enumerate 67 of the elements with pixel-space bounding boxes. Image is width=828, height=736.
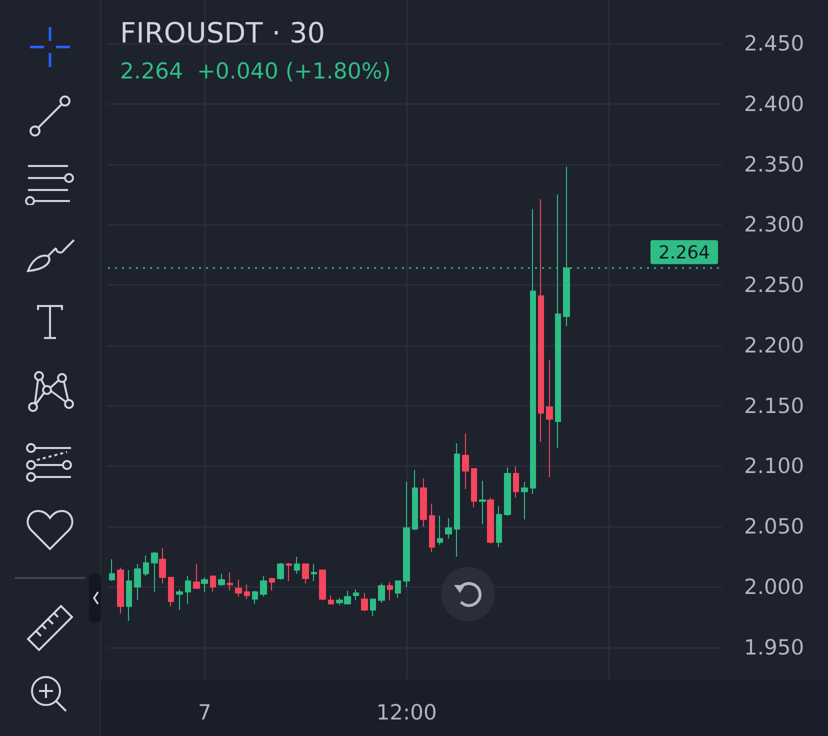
candlestick <box>538 198 544 443</box>
candlestick <box>117 567 124 614</box>
candlestick <box>235 579 242 598</box>
candlestick <box>353 588 359 601</box>
candlestick <box>530 208 536 494</box>
candlestick <box>260 576 267 598</box>
candlestick <box>504 466 511 516</box>
candlestick <box>429 503 435 552</box>
candlestick <box>252 590 258 604</box>
candlestick <box>159 548 166 584</box>
candlestick <box>227 572 233 592</box>
candlestick <box>134 564 141 601</box>
y-tick-label: 2.300 <box>744 212 804 237</box>
candlestick <box>361 592 368 612</box>
candlestick <box>201 576 208 592</box>
candlestick <box>143 555 149 577</box>
y-tick-label: 2.050 <box>744 514 804 539</box>
candlestick <box>302 564 309 584</box>
candlestick <box>395 580 401 598</box>
y-tick-label: 2.400 <box>744 92 804 116</box>
y-tick-label: 2.450 <box>744 31 804 56</box>
candlestick <box>471 468 477 508</box>
candlestick <box>109 558 115 582</box>
candlestick <box>294 556 300 574</box>
candlestick <box>370 598 376 616</box>
candlestick <box>513 466 519 498</box>
candlestick <box>378 582 385 604</box>
y-tick-label: 1.950 <box>744 635 804 660</box>
candlestick <box>151 551 158 592</box>
candlestick <box>168 576 174 607</box>
text: 2.264 +0.040 (+1.80%) <box>120 60 391 84</box>
candlestick <box>218 573 225 586</box>
candlestick <box>479 480 486 525</box>
candlestick <box>387 582 393 601</box>
candlestick <box>403 481 410 588</box>
ref-line-label: 2.264 <box>658 242 710 264</box>
candlestick <box>319 570 326 601</box>
y-tick-label: 2.100 <box>744 454 804 478</box>
candlestick <box>328 594 334 604</box>
x-tick-label: 7 <box>198 700 212 724</box>
candlestick <box>546 359 553 478</box>
candlestick <box>277 562 284 580</box>
candlestick <box>454 442 460 558</box>
candlestick <box>244 584 250 600</box>
candlestick <box>445 518 452 540</box>
y-tick-label: 2.150 <box>744 394 804 418</box>
candlestick <box>521 481 528 520</box>
candlestick <box>126 570 132 622</box>
candlestick <box>412 469 418 531</box>
y-tick-label: 2.350 <box>744 152 804 176</box>
candlestick <box>437 515 443 546</box>
y-tick-label: 2.200 <box>744 333 804 358</box>
candlestick <box>286 562 292 582</box>
candlestick <box>496 506 502 548</box>
candlestick <box>185 576 191 604</box>
candlestick <box>193 564 200 589</box>
candlestick <box>210 576 216 592</box>
candlestick <box>420 478 427 528</box>
candlestick <box>269 578 275 592</box>
text: FIROUSDT · 30 <box>120 16 326 50</box>
candlestick <box>462 433 469 490</box>
y-tick-label: 2.250 <box>744 273 804 298</box>
y-tick-label: 2.000 <box>744 575 804 599</box>
x-tick-label: 12:00 <box>376 700 437 724</box>
candlestick <box>311 564 317 582</box>
candlestick <box>176 588 183 610</box>
candlestick <box>487 497 494 544</box>
